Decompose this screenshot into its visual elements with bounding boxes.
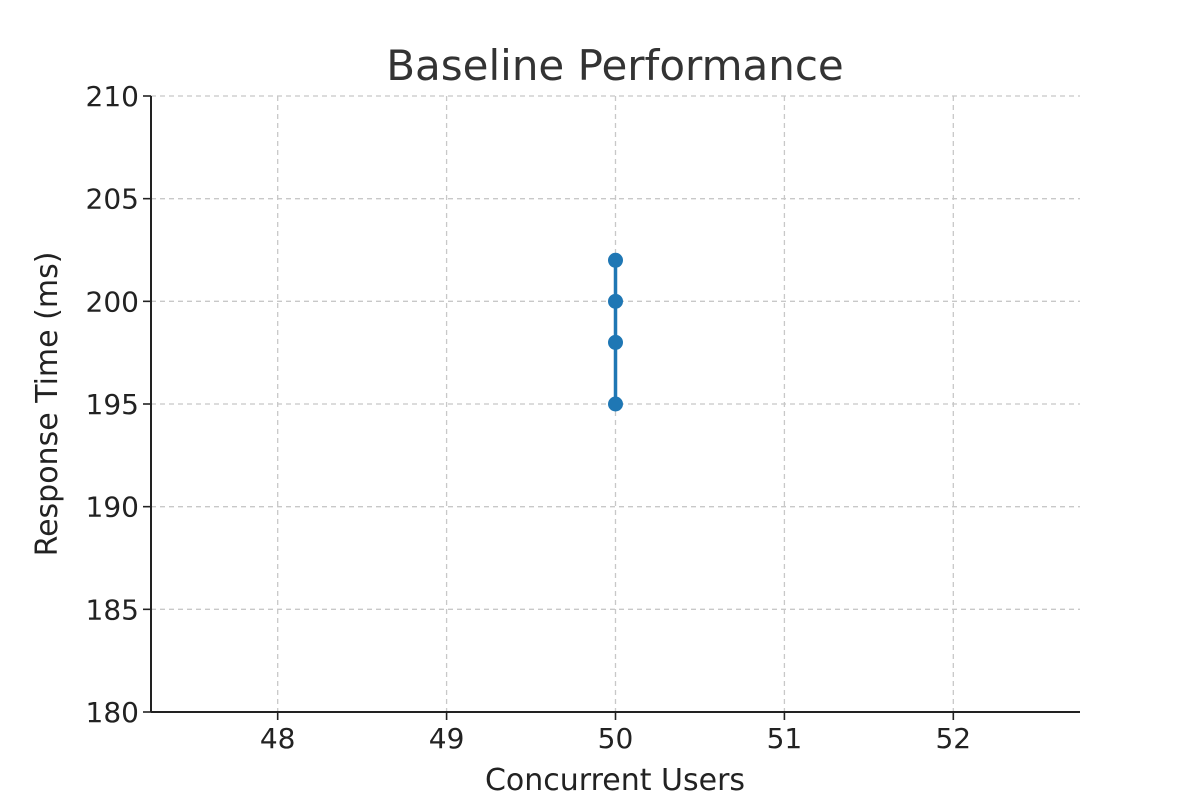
- y-tick-label: 180: [86, 696, 139, 729]
- x-tick-label: 50: [598, 722, 634, 755]
- y-tick-label: 185: [86, 593, 139, 626]
- x-tick-label: 51: [767, 722, 803, 755]
- y-tick-label: 195: [86, 388, 139, 421]
- x-tick-label: 52: [935, 722, 971, 755]
- x-tick-label: 48: [260, 722, 296, 755]
- tick-labels: 48 49 50 51 52 180 185 190 195 200 205 210: [86, 80, 972, 755]
- data-point: [608, 334, 623, 350]
- y-tick-label: 205: [86, 183, 139, 216]
- data-point: [608, 252, 623, 268]
- x-tick-label: 49: [429, 722, 465, 755]
- y-tick-label: 210: [86, 80, 139, 113]
- x-axis-label: Concurrent Users: [485, 763, 745, 798]
- data-point: [608, 396, 623, 412]
- y-tick-label: 190: [86, 491, 139, 524]
- axes: [143, 95, 1080, 720]
- y-tick-label: 200: [86, 285, 139, 318]
- chart-title: Baseline Performance: [386, 41, 844, 90]
- data-point: [608, 293, 623, 309]
- y-axis-label: Response Time (ms): [30, 252, 65, 557]
- series-layer: [608, 252, 623, 412]
